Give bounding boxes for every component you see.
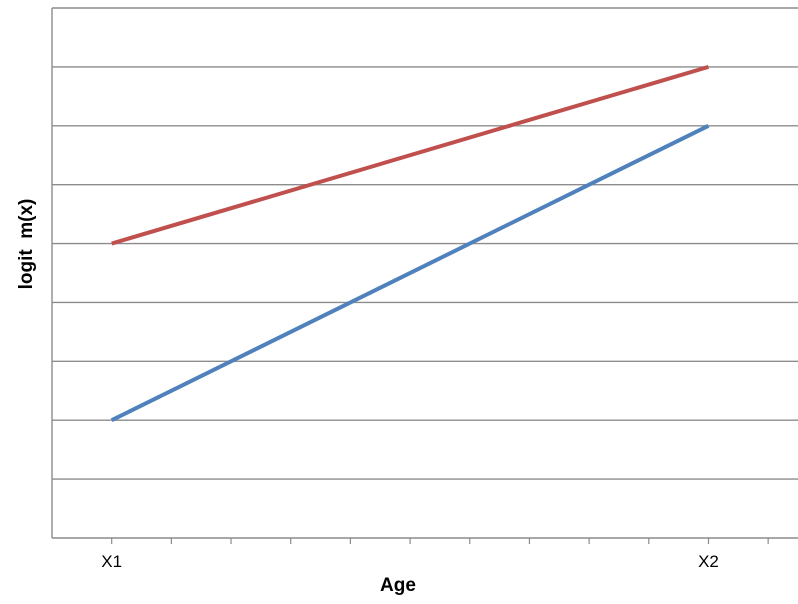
series-line-1: [111, 64, 710, 246]
x-tick-labels: X1 X2: [101, 552, 719, 571]
y-axis-label: logit m(x): [16, 199, 37, 290]
series-line-2: [110, 123, 710, 423]
x-axis-label: Age: [380, 575, 416, 596]
series-lines: [110, 64, 710, 423]
x-tick-label-2: X2: [698, 552, 719, 571]
gridlines: [52, 7, 798, 480]
x-tick-label-1: X1: [101, 552, 122, 571]
x-axis-ticks: [111, 538, 769, 544]
